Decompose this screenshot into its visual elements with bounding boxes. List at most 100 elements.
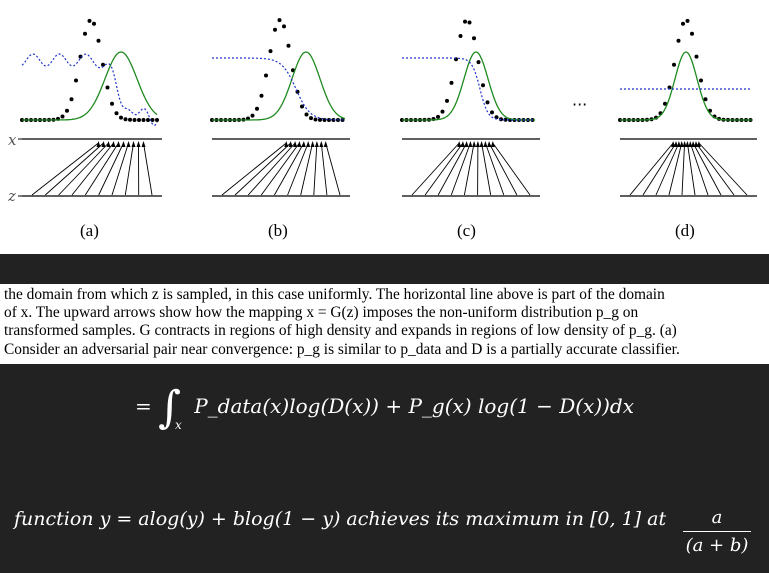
data-distribution-dot: [476, 60, 481, 65]
caption-line: of x. The upward arrows show how the map…: [4, 304, 639, 322]
mapping-arrowhead: [111, 141, 116, 147]
data-distribution-dot: [445, 98, 449, 103]
mapping-arrowhead: [694, 141, 698, 147]
data-distribution-dot: [128, 117, 132, 122]
data-distribution-dot: [304, 112, 309, 117]
mapping-arrowhead: [679, 141, 684, 147]
data-distribution-dot: [481, 83, 485, 88]
mapping-arrowhead: [288, 141, 293, 147]
mapping-arrow: [484, 142, 505, 196]
data-distribution-dot: [114, 111, 119, 116]
data-distribution-dot: [282, 24, 286, 29]
data-distribution-dot: [83, 31, 87, 36]
mapping-arrow: [71, 142, 114, 196]
mapping-arrowhead: [479, 141, 484, 147]
mapping-arrow: [642, 142, 677, 196]
data-distribution-dot: [119, 115, 123, 120]
data-distribution-dot: [105, 85, 110, 90]
data-distribution-dot: [96, 38, 101, 43]
mapping-arrow: [58, 142, 109, 196]
data-distribution-dot: [259, 93, 264, 98]
mapping-arrowhead: [323, 141, 328, 147]
data-distribution-dot: [703, 97, 708, 102]
data-distribution-dot: [490, 110, 494, 115]
integral-subscript: x: [175, 418, 182, 432]
data-distribution-dot: [300, 104, 304, 109]
data-distribution-dot: [155, 118, 159, 122]
panel-label-b: (b): [268, 221, 288, 240]
mapping-arrowhead: [468, 141, 473, 147]
mapping-arrowhead: [310, 141, 315, 147]
mapping-arrowhead: [306, 141, 311, 147]
mapping-arrowhead: [101, 141, 106, 147]
mapping-arrow: [124, 142, 134, 196]
mapping-arrow: [325, 142, 341, 196]
mapping-arrow: [45, 142, 104, 196]
mapping-arrow: [260, 142, 300, 196]
mapping-arrow: [287, 142, 309, 196]
caption-line: Consider an adversarial pair near conver…: [4, 340, 680, 358]
generator-distribution: [620, 51, 752, 121]
mapping-arrowhead: [472, 141, 477, 147]
mapping-arrow: [629, 142, 674, 196]
data-distribution-dot: [132, 118, 137, 122]
mapping-arrow: [488, 142, 518, 196]
integral-sign: ∫: [158, 382, 182, 433]
data-distribution-dot: [503, 117, 508, 122]
data-distribution-dot: [286, 43, 291, 48]
mapping-arrow: [450, 142, 471, 196]
data-distribution-dot: [690, 31, 694, 36]
dark-background: [0, 364, 769, 573]
data-distribution-dot: [318, 117, 322, 122]
mapping-arrow: [424, 142, 464, 196]
mapping-arrowhead: [460, 141, 465, 147]
mapping-arrowhead: [121, 141, 126, 147]
data-distribution-dot: [250, 113, 255, 118]
mapping-arrow: [655, 142, 680, 196]
fraction-denominator: (a + b): [685, 535, 749, 556]
mapping-arrow: [668, 142, 683, 196]
data-distribution-dot: [685, 18, 690, 23]
mapping-arrowhead: [96, 141, 101, 147]
data-distribution-dot: [74, 78, 78, 83]
data-distribution-dot: [699, 78, 703, 83]
discriminator-curve: [402, 57, 535, 121]
figure-drawing: x z ···: [7, 18, 757, 205]
data-distribution-dot: [485, 100, 490, 105]
mapping-arrowhead: [314, 141, 319, 147]
mapping-arrow: [31, 142, 99, 196]
mapping-arrowhead: [487, 141, 492, 147]
data-distribution-dot: [69, 97, 74, 102]
mapping-arrowhead: [106, 141, 111, 147]
mapping-arrowhead: [464, 141, 469, 147]
data-distribution-dot: [87, 18, 92, 23]
data-distribution-dot: [78, 54, 83, 59]
data-distribution-dot: [123, 117, 128, 122]
mapping-arrow: [84, 142, 119, 196]
mapping-arrow: [492, 142, 531, 196]
maximum-fraction: a (a + b): [683, 507, 751, 556]
mapping-arrow: [274, 142, 305, 196]
mapping-arrowhead: [682, 141, 687, 147]
generator-distribution: [212, 51, 346, 121]
data-distribution-dot: [663, 101, 667, 106]
z-axis-label: z: [7, 187, 16, 205]
mapping-arrowhead: [483, 141, 488, 147]
data-distribution-dot: [101, 62, 105, 67]
mapping-arrow: [320, 142, 328, 196]
data-distribution-dot: [694, 54, 699, 59]
data-distribution-dot: [141, 118, 146, 122]
panel-label-d: (d): [675, 221, 695, 240]
mapping-arrow: [234, 142, 292, 196]
mapping-arrow: [698, 142, 748, 196]
mapping-arrowhead: [685, 141, 690, 147]
mapping-arrowhead: [136, 141, 141, 147]
mapping-arrow: [481, 142, 492, 196]
mapping-arrowhead: [297, 141, 302, 147]
generator-distribution: [22, 51, 158, 121]
data-distribution-dot: [681, 21, 685, 26]
equation-body: P_data(x)log(D(x)) + P_g(x) log(1 − D(x)…: [194, 394, 635, 418]
mapping-arrowhead: [319, 141, 324, 147]
fraction-numerator: a: [683, 507, 751, 532]
mapping-arrow: [437, 142, 467, 196]
